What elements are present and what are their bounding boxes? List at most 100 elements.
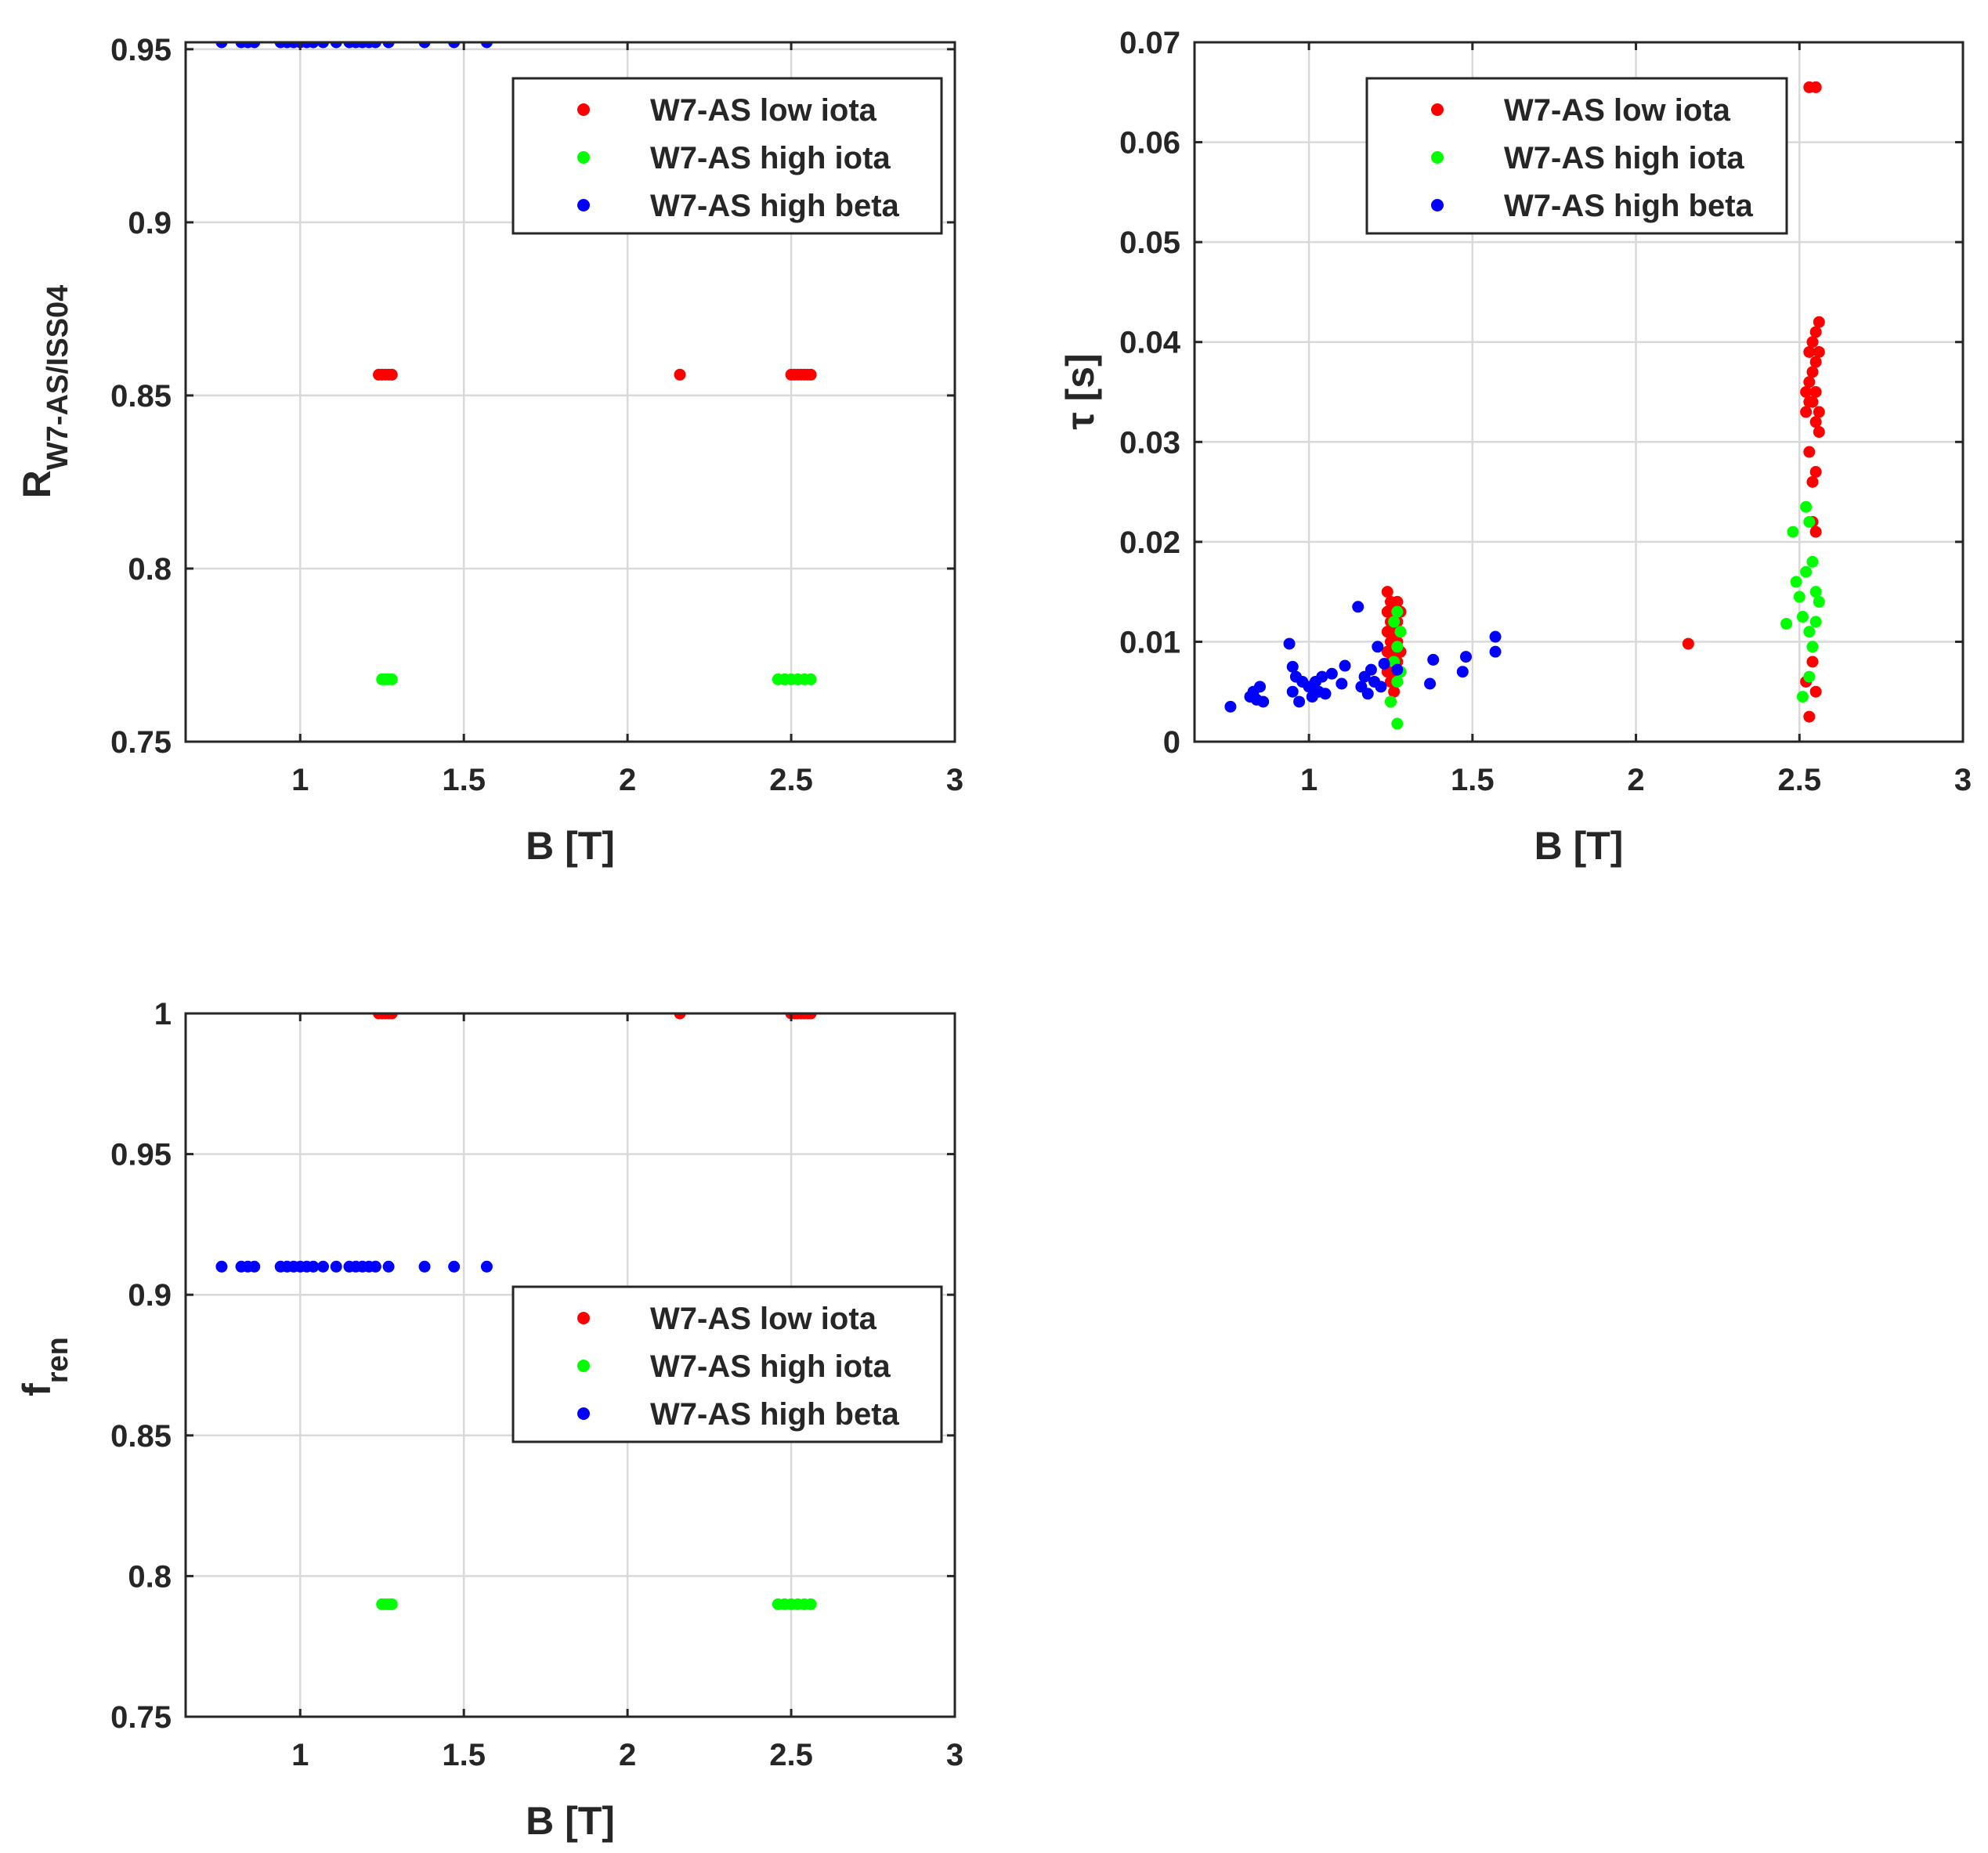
legend-label-high-iota: W7-AS high iota: [650, 141, 891, 175]
x-tick-label: 1: [291, 763, 309, 797]
point-high-beta: [248, 1260, 261, 1273]
y-tick-label: 0.8: [128, 552, 172, 587]
point-low-iota: [385, 368, 398, 381]
point-high-iota: [1384, 695, 1397, 708]
point-high-beta: [1489, 645, 1502, 658]
data-points: [215, 1013, 817, 1610]
x-tick-label: 1.5: [442, 1738, 486, 1772]
point-high-beta: [480, 1260, 493, 1273]
point-low-iota: [1809, 81, 1822, 93]
legend-label-high-beta: W7-AS high beta: [650, 1397, 900, 1432]
point-high-beta: [1224, 700, 1237, 713]
x-tick-label: 2.5: [769, 763, 813, 797]
legend-marker-low-iota: [1431, 103, 1444, 116]
panel-f-ren: 1 1.5 2 2.5 3 0.75 0.8 0.85 0.9 0.95 1 B [T] fren W7-…: [15, 997, 963, 1843]
point-high-beta: [1391, 663, 1404, 676]
y-tick-label: 0: [1163, 725, 1180, 760]
legend-marker-low-iota: [577, 103, 590, 116]
point-low-iota: [1391, 595, 1404, 608]
y-tick-label: 0.04: [1119, 326, 1181, 360]
y-axis-label: τ [s]: [1058, 353, 1102, 429]
y-tick-label: 0.95: [110, 33, 172, 67]
point-high-beta: [1293, 695, 1306, 708]
point-high-iota: [1800, 500, 1813, 513]
y-tick-label: 0.95: [110, 1138, 172, 1172]
point-high-beta: [382, 1260, 395, 1273]
point-high-beta: [1459, 651, 1472, 663]
point-high-iota: [1391, 605, 1404, 618]
y-axis-label-main: f: [15, 1383, 59, 1396]
legend-marker-high-beta: [1431, 199, 1444, 211]
x-tick-label: 1: [291, 1738, 309, 1772]
point-high-beta: [448, 42, 461, 49]
point-high-beta: [1336, 677, 1348, 690]
point-low-iota: [1803, 376, 1816, 388]
point-high-beta: [1316, 670, 1328, 683]
x-tick-label: 1.5: [442, 763, 486, 797]
y-tick-label: 0.06: [1119, 126, 1180, 161]
point-high-beta: [215, 42, 228, 49]
point-high-beta: [1424, 677, 1437, 690]
y-tick-label: 1: [154, 997, 172, 1031]
y-tick-label: 0.75: [110, 725, 172, 760]
point-high-beta: [330, 1260, 342, 1273]
point-low-iota: [1800, 406, 1813, 418]
point-high-beta: [307, 42, 320, 49]
point-low-iota: [1809, 685, 1822, 698]
point-low-iota: [1809, 326, 1822, 338]
panel-tau: 1 1.5 2 2.5 3 0 0.01 0.02 0.03 0.04 0.05 0.06 0.07 B …: [1058, 26, 1972, 868]
x-tick-label: 3: [1954, 763, 1972, 797]
point-high-beta: [1253, 681, 1266, 693]
point-high-beta: [369, 42, 381, 49]
legend-label-high-beta: W7-AS high beta: [1504, 189, 1754, 223]
point-low-iota: [1809, 416, 1822, 428]
point-high-beta: [1489, 630, 1502, 643]
point-high-iota: [804, 673, 817, 685]
legend-marker-high-iota: [577, 1360, 590, 1372]
y-tick-label: 0.02: [1119, 526, 1180, 560]
axes-frame: [184, 41, 956, 743]
legend-label-low-iota: W7-AS low iota: [650, 1302, 877, 1336]
point-high-iota: [1803, 670, 1816, 683]
legend: W7-AS low iota W7-AS high iota W7-AS high …: [1365, 77, 1788, 235]
y-axis-label: RW7-AS/ISS04: [15, 285, 74, 499]
x-tick-label: 2.5: [769, 1738, 813, 1772]
point-high-beta: [418, 42, 431, 49]
point-high-iota: [1796, 691, 1809, 703]
point-high-beta: [1286, 685, 1299, 698]
x-tick-label: 3: [946, 763, 963, 797]
legend-marker-low-iota: [577, 1312, 590, 1324]
point-high-beta: [1352, 601, 1364, 613]
x-tick-label: 2.5: [1777, 763, 1821, 797]
point-low-iota: [1803, 345, 1816, 358]
y-axis-label: fren: [15, 1337, 74, 1396]
y-axis-label-main: R: [15, 470, 59, 498]
y-tick-label: 0.01: [1119, 625, 1180, 659]
point-high-iota: [1787, 526, 1799, 538]
panel-r-ratio: 1 1.5 2 2.5 3 0.75 0.8 0.85 0.9 0.95 B [T] RW7-AS/I…: [15, 33, 963, 868]
legend-marker-high-iota: [577, 151, 590, 164]
point-high-beta: [330, 42, 342, 49]
point-high-beta: [1364, 663, 1377, 676]
point-high-iota: [1806, 555, 1819, 568]
point-low-iota: [1813, 316, 1825, 328]
point-high-beta: [248, 42, 261, 49]
point-low-iota: [1806, 475, 1819, 488]
point-low-iota: [1809, 356, 1822, 368]
point-high-iota: [1813, 595, 1825, 608]
point-high-iota: [1391, 717, 1404, 730]
point-high-beta: [1375, 681, 1387, 693]
axes-frame: [184, 1012, 956, 1718]
point-high-iota: [1796, 611, 1809, 623]
legend-label-high-iota: W7-AS high iota: [650, 1349, 891, 1384]
axes-frame: [1193, 41, 1965, 743]
point-high-iota: [1394, 626, 1407, 638]
point-high-beta: [1456, 666, 1469, 678]
point-high-beta: [1319, 688, 1332, 700]
point-low-iota: [1813, 406, 1825, 418]
point-high-beta: [1283, 638, 1296, 650]
legend-marker-high-beta: [577, 1407, 590, 1420]
point-low-iota: [1803, 710, 1816, 723]
point-high-beta: [1257, 695, 1270, 708]
